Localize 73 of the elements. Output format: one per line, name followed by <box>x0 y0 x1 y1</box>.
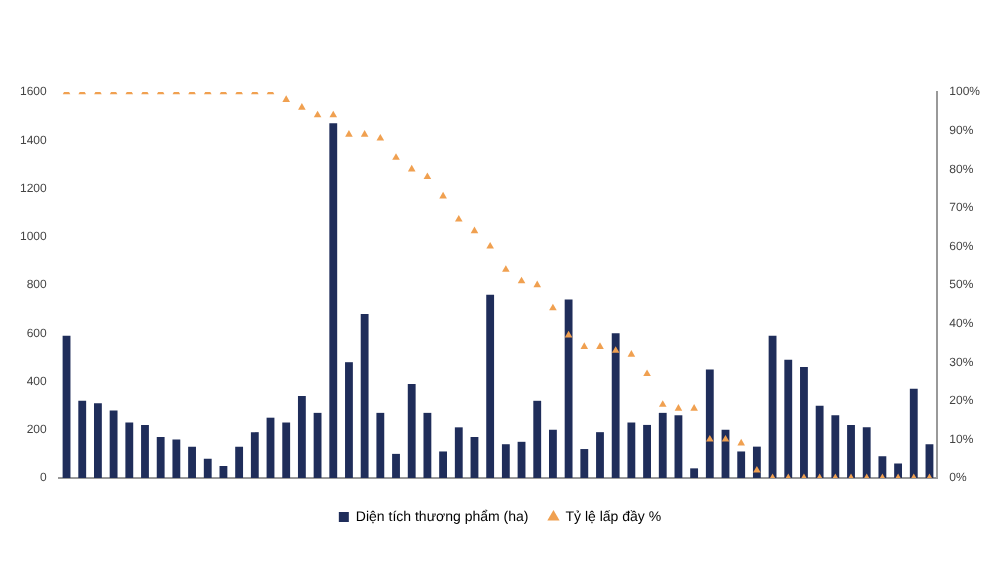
bar <box>737 451 746 478</box>
bar <box>345 362 353 478</box>
bar <box>690 468 699 478</box>
point <box>658 400 667 407</box>
bar <box>752 446 761 478</box>
bar <box>454 427 463 478</box>
bar <box>548 429 557 478</box>
bar <box>815 405 824 478</box>
point <box>423 172 432 180</box>
point <box>706 435 714 442</box>
point <box>486 242 494 249</box>
bar <box>768 335 777 478</box>
bar <box>439 451 448 478</box>
point <box>627 350 636 357</box>
point <box>282 95 290 102</box>
bar <box>847 424 855 478</box>
bar <box>329 123 338 478</box>
point <box>454 214 463 222</box>
bar <box>643 424 651 478</box>
point <box>721 435 730 442</box>
bar <box>674 415 683 478</box>
bar <box>580 449 589 478</box>
bar <box>376 412 385 478</box>
point <box>690 404 698 411</box>
point <box>674 404 683 411</box>
point <box>392 153 400 160</box>
point <box>643 369 651 376</box>
point <box>376 133 385 141</box>
bar <box>109 410 118 478</box>
point <box>345 130 353 137</box>
bar <box>564 299 573 478</box>
bar <box>250 432 259 478</box>
bar <box>627 422 636 478</box>
bar <box>596 432 604 478</box>
bar <box>831 415 840 478</box>
point <box>564 330 573 338</box>
point <box>580 342 589 349</box>
point <box>517 276 526 284</box>
bar <box>94 403 102 478</box>
bar <box>203 458 212 478</box>
bar <box>800 367 808 478</box>
bar <box>862 427 871 478</box>
bar <box>392 453 400 478</box>
bar <box>188 446 196 478</box>
bar <box>894 463 903 478</box>
bar <box>235 446 244 478</box>
bar <box>784 359 793 478</box>
point <box>533 280 542 288</box>
bar <box>297 395 306 478</box>
bar <box>156 436 165 478</box>
bar <box>501 444 510 478</box>
bar <box>360 313 369 478</box>
bar <box>407 383 416 478</box>
point <box>313 110 322 118</box>
bar <box>658 412 667 478</box>
point <box>611 346 620 353</box>
point <box>360 130 369 137</box>
bar <box>705 369 714 478</box>
point <box>470 226 479 234</box>
bar <box>423 412 432 478</box>
bar <box>125 422 134 478</box>
bar <box>486 294 495 478</box>
bar <box>78 400 87 478</box>
point <box>596 342 604 349</box>
bar <box>533 400 542 478</box>
bar <box>282 422 291 478</box>
point <box>502 265 510 272</box>
bar <box>611 333 620 478</box>
bar <box>141 424 149 478</box>
bar <box>878 456 887 478</box>
bar <box>172 439 181 478</box>
bar <box>909 388 918 478</box>
point <box>298 103 306 110</box>
